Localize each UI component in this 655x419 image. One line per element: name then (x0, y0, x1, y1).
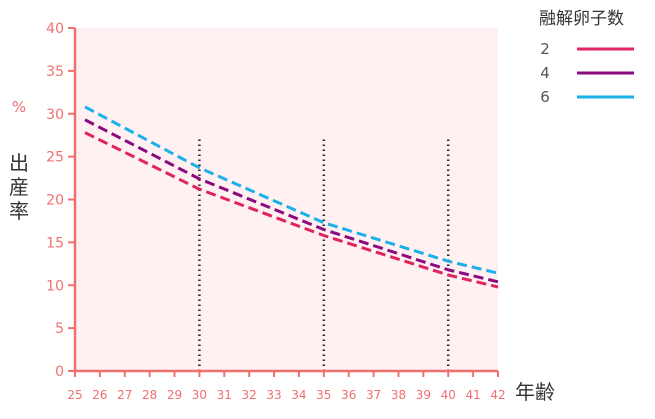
y-tick-label: 10 (46, 278, 64, 294)
x-tick-label: 32 (242, 388, 257, 402)
legend: 融解卵子数 2 4 6 (539, 9, 634, 106)
series-lines (84, 105, 499, 289)
series-line-2 (84, 131, 499, 289)
y-tick-label: 5 (55, 321, 64, 337)
y-tick-label: 25 (46, 150, 64, 166)
x-tick-label: 35 (316, 388, 331, 402)
y-tick-label: 40 (46, 21, 64, 37)
legend-label-4: 4 (540, 64, 550, 82)
y-axis-label-char: 率 (9, 199, 29, 223)
series-line-4 (84, 118, 499, 284)
x-tick-label: 28 (142, 388, 157, 402)
plot-area (75, 28, 498, 371)
x-ticks: 25 26 27 28 29 30 31 32 33 34 35 36 37 38 39 40 41 42 (67, 371, 506, 402)
x-tick-label: 27 (117, 388, 132, 402)
y-tick-label: 0 (55, 364, 64, 380)
y-axis-label-char: 産 (9, 175, 29, 199)
x-tick-label: 34 (291, 388, 306, 402)
x-tick-label: 42 (490, 388, 505, 402)
y-axis-label: 出産率 (9, 151, 29, 223)
x-tick-label: 41 (465, 388, 480, 402)
y-axis-unit: % (12, 98, 26, 116)
x-axis-label: 年齢 (515, 380, 555, 404)
x-tick-label: 40 (441, 388, 456, 402)
x-tick-label: 29 (167, 388, 182, 402)
y-tick-label: 30 (46, 107, 64, 123)
y-axis-label-char: 出 (9, 151, 29, 175)
x-tick-label: 37 (366, 388, 381, 402)
series-line-6 (84, 105, 499, 275)
x-tick-label: 38 (391, 388, 406, 402)
x-tick-label: 36 (341, 388, 356, 402)
legend-label-6: 6 (540, 88, 550, 106)
x-tick-label: 33 (266, 388, 281, 402)
x-tick-label: 25 (67, 388, 82, 402)
reference-lines (198, 139, 450, 371)
legend-label-2: 2 (540, 40, 550, 58)
legend-title: 融解卵子数 (539, 9, 624, 29)
y-tick-label: 35 (46, 64, 64, 80)
x-tick-label: 26 (92, 388, 107, 402)
x-tick-label: 31 (217, 388, 232, 402)
y-ticks: 0 5 10 15 20 25 30 35 40 (46, 21, 75, 380)
y-tick-label: 15 (46, 235, 64, 251)
x-tick-label: 30 (192, 388, 207, 402)
y-tick-label: 20 (46, 193, 64, 209)
x-tick-label: 39 (416, 388, 431, 402)
